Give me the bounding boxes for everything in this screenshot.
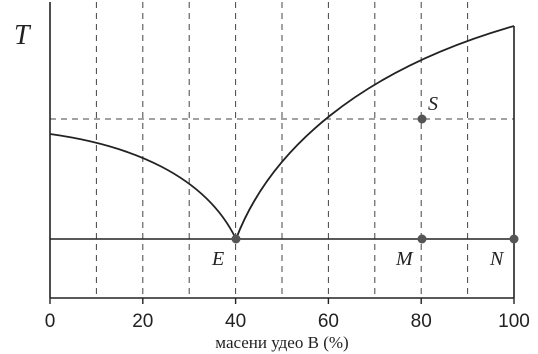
point-n-marker [509,234,519,244]
x-tick-labels: 0 20 40 60 80 100 [45,311,530,332]
x-tick-label-0: 0 [45,311,56,332]
point-m-label: M [395,248,414,270]
point-s-label: S [428,93,438,115]
x-ticks [49,298,515,304]
y-axis-label: T [14,20,32,51]
x-tick-label-40: 40 [225,311,246,332]
vertical-grid [95,2,469,298]
point-e-label: E [211,248,224,270]
x-tick-label-20: 20 [132,311,153,332]
point-s-marker [417,114,427,124]
x-tick-label-100: 100 [498,311,530,332]
x-tick-label-80: 80 [411,311,432,332]
point-e-marker [231,234,241,244]
point-m-marker [417,234,427,244]
x-tick-label-60: 60 [318,311,339,332]
liquidus-curve-right [235,25,515,240]
liquidus-curve-left [49,133,237,240]
x-axis-label: масени удео B (%) [215,333,348,352]
point-n-label: N [489,248,505,270]
